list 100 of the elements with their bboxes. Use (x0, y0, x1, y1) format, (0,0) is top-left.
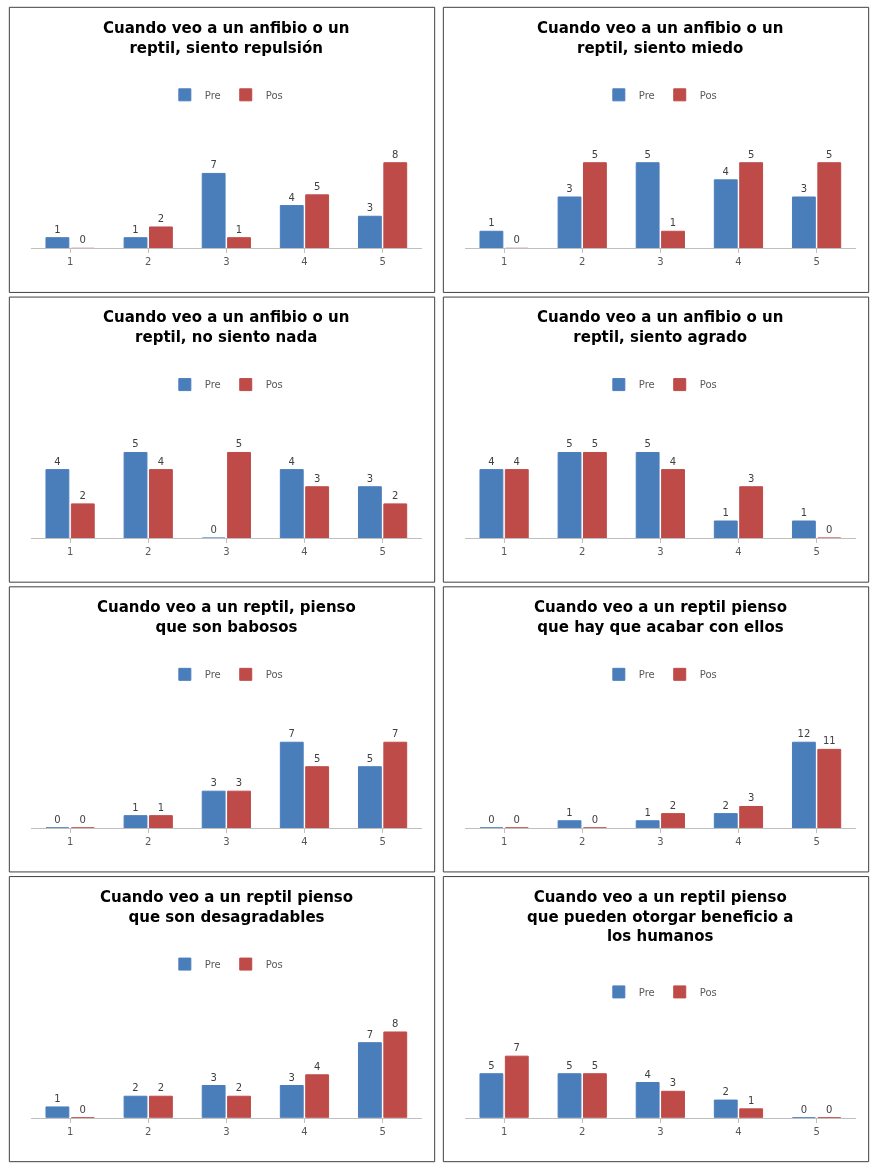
data-label: 5 (826, 148, 833, 160)
bar (148, 815, 173, 828)
bar (123, 237, 148, 249)
bar (201, 172, 226, 249)
legend-label: Pre (638, 379, 655, 391)
x-tick-label: 2 (145, 1125, 152, 1137)
bar (305, 486, 330, 539)
data-label: 2 (235, 1082, 243, 1094)
bar (479, 469, 504, 539)
data-label: 2 (722, 799, 729, 811)
bar (357, 766, 382, 828)
data-label: 1 (488, 217, 495, 229)
data-label: 4 (54, 455, 61, 467)
bar (70, 503, 95, 539)
x-tick-label: 3 (657, 1125, 664, 1137)
data-label: 0 (800, 1103, 808, 1115)
data-label: 5 (235, 438, 243, 450)
data-label: 4 (288, 191, 295, 203)
data-label: 3 (800, 182, 808, 194)
legend-label: Pos (265, 379, 283, 391)
data-label: 3 (747, 472, 755, 484)
x-tick-label: 5 (813, 835, 820, 847)
data-label: 2 (722, 1086, 729, 1098)
bar (791, 196, 816, 249)
data-label: 7 (210, 159, 217, 171)
bar (479, 230, 504, 249)
x-tick-label: 4 (301, 256, 308, 268)
data-label: 7 (392, 728, 399, 740)
x-tick-label: 5 (813, 1125, 820, 1137)
data-label: 5 (366, 752, 374, 764)
bar (227, 451, 251, 539)
x-tick-label: 2 (145, 835, 152, 847)
data-label: 0 (513, 234, 520, 246)
bar (635, 820, 660, 828)
chart-title: Cuando veo a un anfibio o un reptil, no siento nada (103, 308, 350, 346)
data-label: 2 (157, 1082, 165, 1094)
bar (635, 162, 660, 249)
data-label: 1 (669, 217, 677, 229)
data-label: 4 (157, 455, 165, 467)
x-tick-label: 1 (66, 835, 74, 847)
bar (357, 1042, 382, 1118)
bar (582, 451, 607, 539)
x-tick-label: 3 (223, 835, 230, 847)
data-label: 1 (644, 806, 651, 818)
data-label: 8 (392, 148, 399, 160)
data-label: 3 (210, 1071, 217, 1083)
chart-title: Cuando veo a un anfibio o un reptil, siento miedo (537, 19, 784, 57)
x-tick-label: 3 (223, 1125, 230, 1137)
bar (201, 790, 226, 828)
data-label: 7 (366, 1028, 374, 1040)
bar (148, 1095, 173, 1118)
legend-label: Pre (638, 986, 655, 998)
data-label: 1 (235, 223, 243, 235)
bar (227, 237, 251, 249)
bar (504, 469, 529, 539)
bar (279, 205, 304, 249)
bar (123, 451, 148, 539)
data-label: 5 (591, 1059, 599, 1071)
data-label: 1 (54, 1092, 61, 1104)
data-label: 0 (591, 813, 599, 825)
x-tick-label: 5 (813, 546, 820, 558)
x-tick-label: 4 (301, 1125, 308, 1137)
data-label: 5 (747, 148, 755, 160)
chart-title: Cuando veo a un anfibio o un reptil, siento agrado (537, 308, 784, 346)
legend-label: Pre (638, 669, 655, 681)
data-label: 3 (366, 472, 374, 484)
bar (817, 162, 842, 249)
x-tick-label: 4 (735, 546, 742, 558)
chart-title: Cuando veo a un anfibio o un reptil, siento repulsión (103, 19, 350, 57)
bar (739, 162, 764, 249)
bar (557, 820, 582, 828)
data-label: 3 (313, 472, 321, 484)
bar (227, 790, 251, 828)
x-tick-label: 2 (145, 546, 152, 558)
data-label: 2 (392, 489, 399, 501)
data-label: 0 (54, 813, 61, 825)
bar (661, 1090, 685, 1118)
chart-title: Cuando veo a un reptil pienso que pueden otorgar beneficio a los humanos (527, 888, 794, 945)
data-label: 5 (566, 1059, 573, 1071)
x-tick-label: 2 (579, 256, 586, 268)
data-label: 1 (132, 223, 139, 235)
x-tick-label: 1 (500, 546, 508, 558)
bar (713, 1099, 738, 1118)
data-label: 4 (644, 1068, 651, 1080)
data-label: 4 (722, 165, 729, 177)
x-tick-label: 4 (301, 546, 308, 558)
bar (739, 486, 764, 539)
x-tick-label: 3 (657, 835, 664, 847)
x-tick-label: 5 (379, 1125, 386, 1137)
x-tick-label: 1 (500, 256, 508, 268)
bar (45, 1106, 70, 1118)
x-tick-label: 5 (379, 256, 386, 268)
data-label: 3 (366, 202, 374, 214)
data-label: 1 (722, 507, 729, 519)
bar (817, 748, 842, 828)
bar (383, 162, 408, 249)
data-label: 4 (669, 455, 677, 467)
data-label: 0 (79, 1103, 86, 1115)
bar (479, 1073, 504, 1118)
x-tick-label: 4 (735, 1125, 742, 1137)
